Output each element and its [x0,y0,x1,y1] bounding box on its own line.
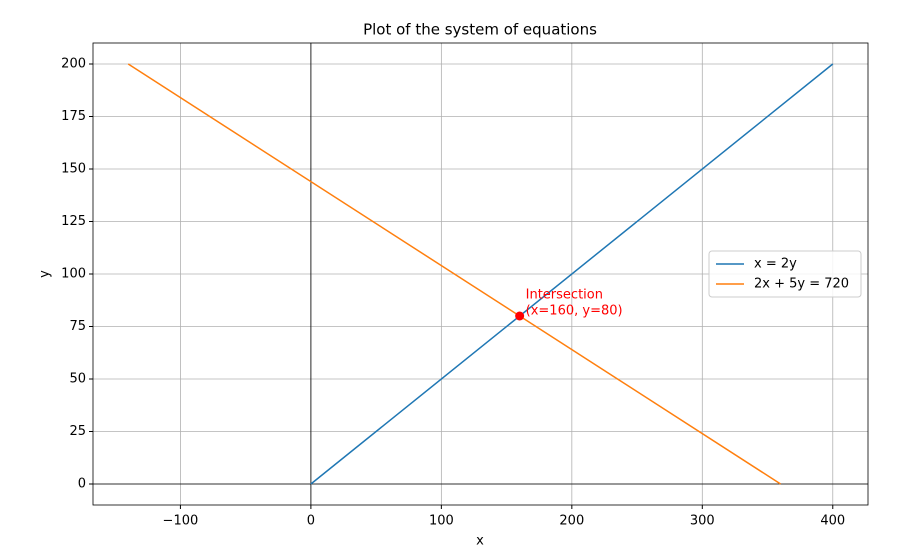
legend-label: x = 2y [754,257,797,272]
series-line [127,63,781,485]
y-tick-label: 25 [69,424,86,439]
annotation: (x=160, y=80) [526,304,623,319]
y-tick-label: 75 [69,319,86,334]
y-tick-label: 125 [61,214,86,229]
y-axis-label: y [38,270,53,278]
x-tick-label: 0 [307,514,315,529]
y-tick-label: 175 [61,109,86,124]
x-tick-label: 100 [429,514,454,529]
y-tick-label: 200 [61,57,86,72]
y-tick-label: 0 [78,477,86,492]
y-tick-label: 50 [69,372,86,387]
x-tick-label: 300 [690,514,715,529]
chart-title: Plot of the system of equations [363,21,597,39]
x-tick-label: 200 [559,514,584,529]
legend-label: 2x + 5y = 720 [754,277,849,292]
legend-box [708,250,862,298]
series-line [310,63,834,485]
annotation: Intersection [526,288,603,303]
plot-frame [92,42,869,506]
intersection-point [515,311,525,321]
x-tick-label: 400 [820,514,845,529]
x-tick-label: −100 [163,514,199,529]
y-tick-label: 100 [61,267,86,282]
x-axis-label: x [476,534,484,549]
y-tick-label: 150 [61,162,86,177]
